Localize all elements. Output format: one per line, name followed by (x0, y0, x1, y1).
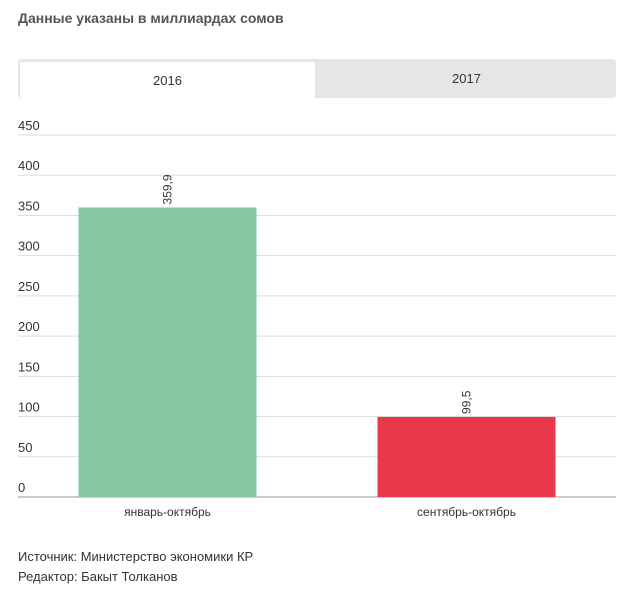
data-label: 99,5 (460, 390, 474, 414)
y-tick-label: 50 (18, 440, 32, 455)
y-tick-label: 300 (18, 239, 40, 254)
y-tick-label: 0 (18, 480, 25, 495)
y-tick-label: 150 (18, 359, 40, 374)
y-tick-label: 350 (18, 198, 40, 213)
bar-chart: 0 50 100 150 200 250 300 350 400 450 359,9 январь-о… (18, 118, 616, 519)
y-tick-label: 400 (18, 158, 40, 173)
bar (78, 207, 257, 497)
editor-note: Редактор: Бакыт Толканов (18, 569, 178, 584)
tab-2016[interactable]: 2016 (20, 62, 315, 98)
bar (377, 416, 556, 497)
data-label: 359,9 (161, 174, 175, 204)
y-tick-label: 100 (18, 400, 40, 415)
chart-subtitle: Данные указаны в миллиардах сомов (18, 10, 284, 26)
x-tick-label: январь-октябрь (124, 505, 211, 519)
year-tabs: 2016 2017 (18, 59, 616, 98)
tab-2017[interactable]: 2017 (452, 71, 481, 86)
source-note: Источник: Министерство экономики КР (18, 549, 254, 564)
y-tick-label: 250 (18, 279, 40, 294)
x-tick-label: сентябрь-октябрь (417, 505, 516, 519)
y-tick-label: 450 (18, 118, 40, 133)
y-tick-label: 200 (18, 319, 40, 334)
